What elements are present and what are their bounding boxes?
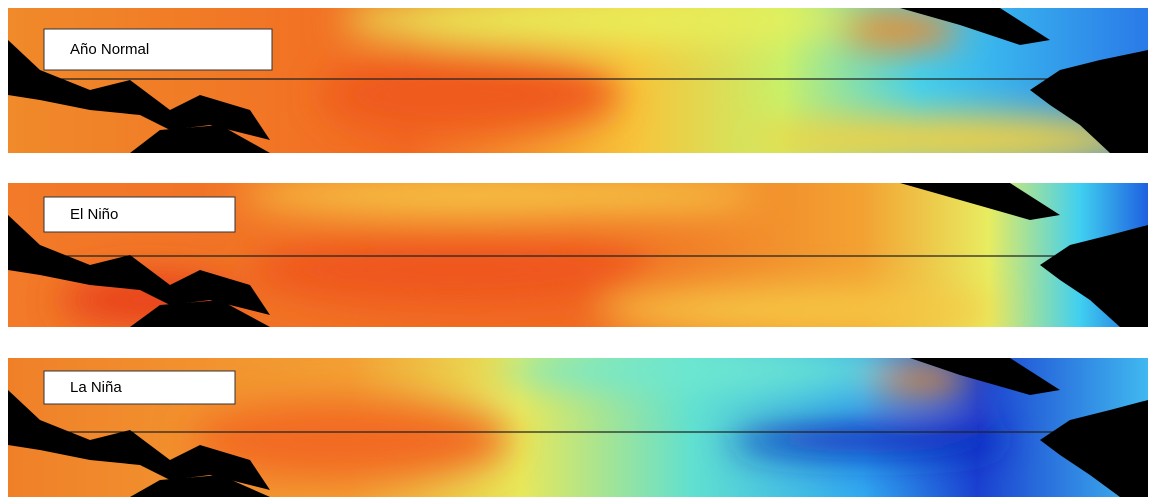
sst-maps: Año Normal El Niño La Niña	[0, 0, 1154, 497]
panel-label: Año Normal	[70, 41, 149, 58]
map-panel: Año Normal	[8, 0, 1150, 165]
map-panel: La Niña	[8, 350, 1148, 497]
map-panel: El Niño	[8, 173, 1148, 332]
panel-label: El Niño	[70, 206, 118, 223]
panel-label: La Niña	[70, 379, 122, 396]
